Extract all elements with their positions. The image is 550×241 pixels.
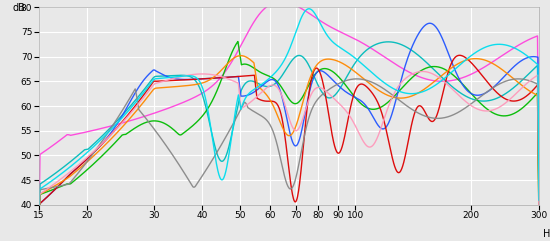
X-axis label: Hz: Hz (543, 228, 550, 239)
Y-axis label: dB: dB (12, 3, 25, 13)
